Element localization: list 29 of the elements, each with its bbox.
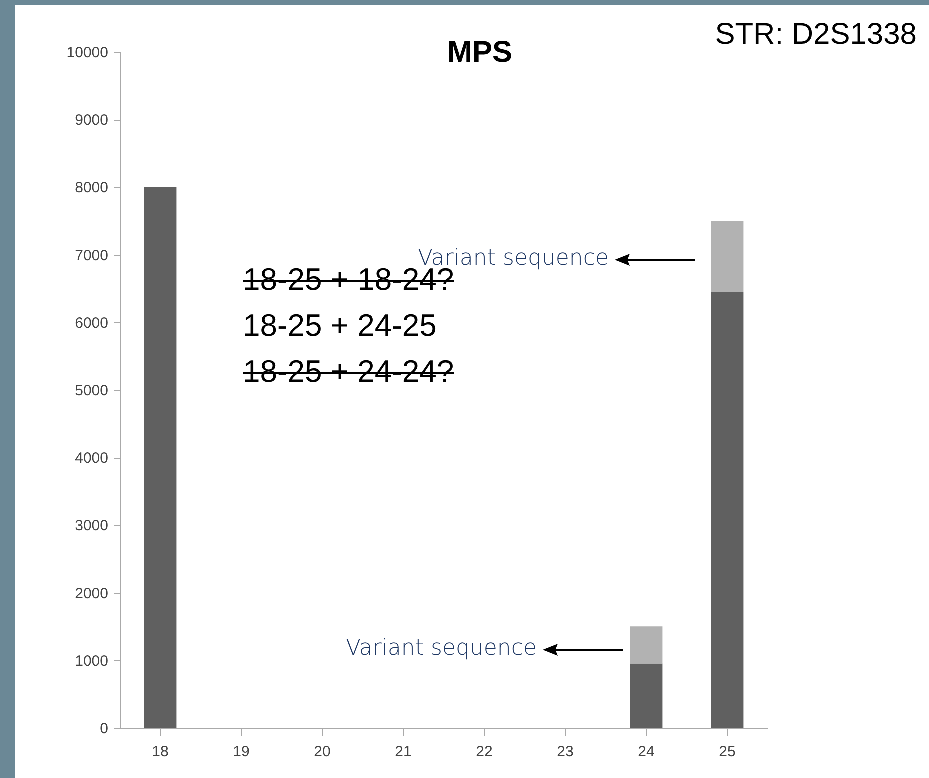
chart-title: MPS — [447, 36, 513, 70]
x-tick-label: 18 — [152, 744, 169, 760]
y-tick-label: 6000 — [75, 314, 108, 332]
y-tick-label: 5000 — [75, 382, 108, 400]
bar — [630, 664, 663, 728]
bar — [630, 626, 663, 664]
y-tick-label: 3000 — [75, 518, 108, 535]
x-tick-label: 23 — [557, 744, 574, 760]
y-tick-label: 1000 — [75, 652, 108, 670]
annotation: 18-25 + 24-25 — [243, 308, 437, 344]
bar — [144, 187, 177, 728]
y-tick-label: 10000 — [66, 44, 108, 62]
text: STR: D2S1338 — [715, 18, 917, 52]
y-tick-label: 7000 — [75, 247, 108, 264]
annotation: 18-25 + 24-24? — [243, 354, 454, 390]
x-tick-label: 22 — [476, 744, 493, 760]
bar — [711, 221, 744, 292]
x-tick-label: 19 — [233, 744, 250, 760]
y-tick-label: 4000 — [75, 450, 108, 468]
y-tick-label: 8000 — [75, 180, 108, 197]
y-tick-label: 0 — [100, 720, 108, 738]
bar — [711, 292, 744, 728]
y-tick-label: 2000 — [75, 585, 108, 602]
x-tick-label: 21 — [395, 744, 412, 760]
annotation: Variant sequence — [346, 636, 537, 661]
x-tick-label: 24 — [638, 744, 655, 760]
x-tick-label: 20 — [314, 744, 331, 760]
y-tick-label: 9000 — [75, 112, 108, 130]
x-tick-label: 25 — [719, 744, 736, 760]
